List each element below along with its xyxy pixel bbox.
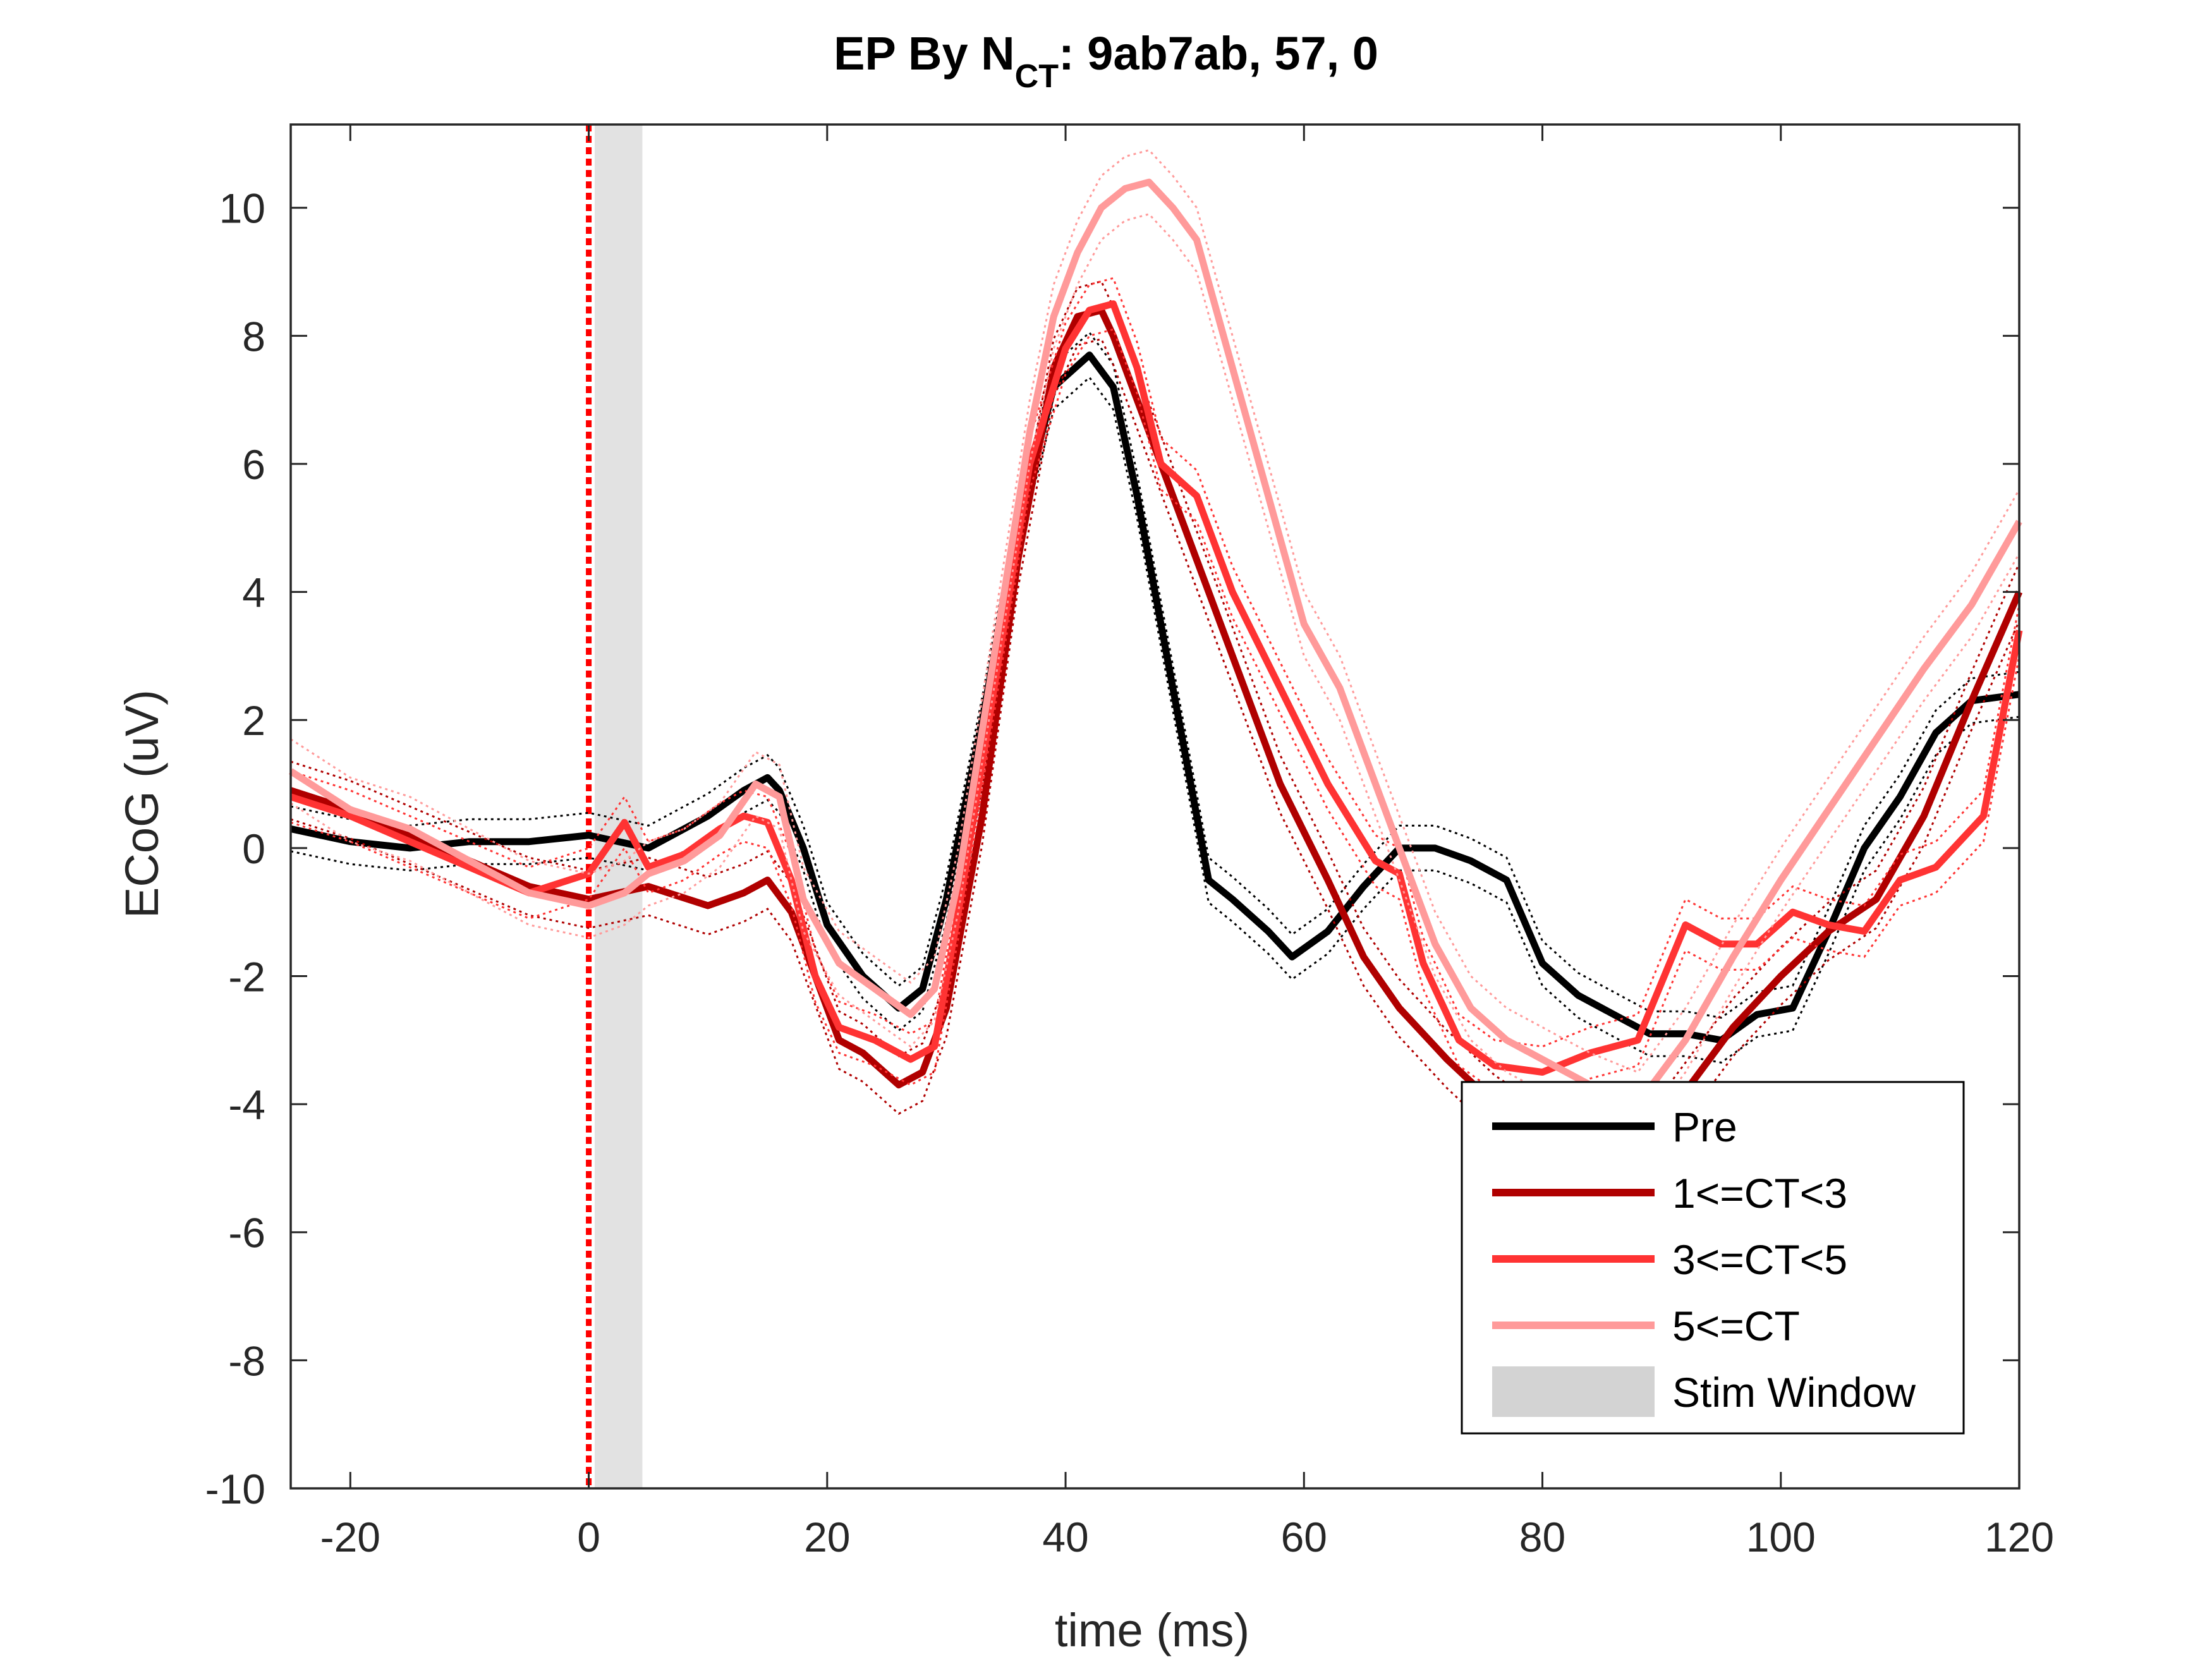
y-axis-label: ECoG (uV) (116, 690, 168, 918)
legend: Pre 1<=CT<3 3<=CT<5 5<=CT Stim Window (1461, 1081, 1965, 1435)
y-tick-label: 8 (242, 313, 265, 360)
y-tick-label: -8 (228, 1337, 265, 1384)
y-tick-label: 10 (219, 185, 265, 232)
x-tick-label: 120 (1984, 1514, 2054, 1560)
legend-swatch (1492, 1366, 1655, 1417)
x-tick-label: 40 (1042, 1514, 1088, 1560)
y-tick-label: 4 (242, 569, 265, 616)
x-tick-label: 60 (1281, 1514, 1327, 1560)
y-tick-label: 6 (242, 441, 265, 488)
series-pre-band-upper (290, 331, 2020, 1019)
series-pre-band-lower (290, 375, 2020, 1064)
series-5-ct-band-upper (290, 149, 2021, 1074)
y-tick-label: 2 (242, 697, 265, 744)
x-tick-label: -20 (320, 1514, 380, 1560)
legend-label: 5<=CT (1672, 1303, 1800, 1349)
y-tick-label: -10 (205, 1466, 265, 1512)
plot-frame (289, 123, 2021, 1490)
legend-label: Stim Window (1672, 1369, 1916, 1416)
x-axis-label: time (ms) (1055, 1604, 1249, 1656)
y-tick-label: -6 (228, 1210, 265, 1256)
y-tick-label: 0 (242, 825, 265, 872)
x-tick-label: 80 (1519, 1514, 1565, 1560)
legend-label: 1<=CT<3 (1672, 1170, 1847, 1217)
x-tick-label: 100 (1746, 1514, 1816, 1560)
y-tick-label: -4 (228, 1081, 265, 1128)
y-tick-label: -2 (228, 953, 265, 1000)
series-3-ct-5-line (289, 300, 2023, 1076)
legend-label: 3<=CT<5 (1672, 1236, 1847, 1283)
series-5-ct-band-lower (290, 213, 2021, 1138)
x-tick-label: 0 (577, 1514, 600, 1560)
chart-title: EP By NCT: 9ab7ab, 57, 0 (834, 27, 1378, 95)
legend-label: Pre (1672, 1103, 1737, 1150)
stim-window-band (594, 125, 643, 1488)
x-tick-label: 20 (804, 1514, 850, 1560)
